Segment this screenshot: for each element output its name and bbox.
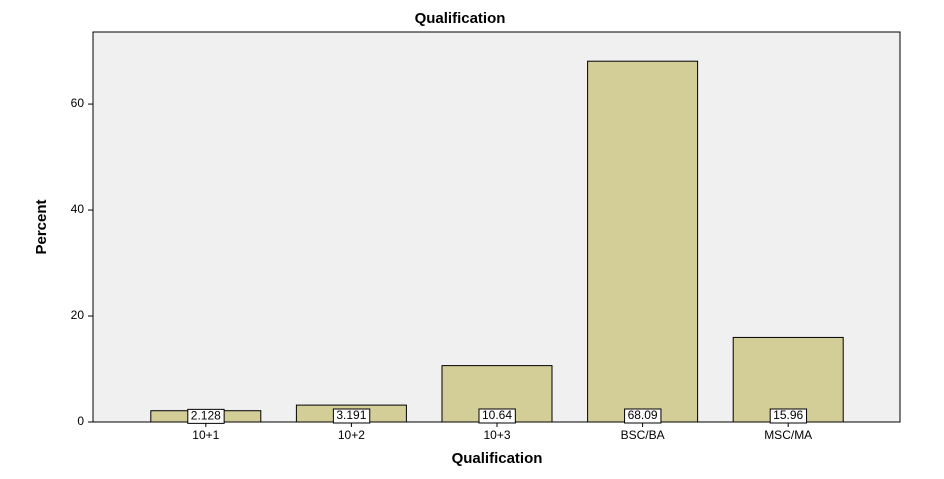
x-tick-label: 10+3	[483, 428, 510, 442]
x-tick-label: BSC/BA	[621, 428, 665, 442]
x-tick-label: 10+1	[192, 428, 219, 442]
y-tick-label: 60	[71, 96, 85, 110]
data-label: 2.128	[191, 409, 221, 423]
y-tick-label: 0	[77, 414, 84, 428]
bar	[587, 60, 699, 423]
y-tick-label: 20	[71, 308, 85, 322]
chart-title: Qualification	[415, 10, 506, 27]
data-label: 10.64	[482, 408, 512, 422]
data-label-box	[624, 408, 662, 424]
data-label-box	[187, 408, 225, 424]
x-axis-title: Qualification	[452, 450, 543, 467]
bar	[732, 336, 844, 423]
data-label-box	[332, 408, 371, 424]
x-tick-label: MSC/MA	[764, 428, 812, 442]
x-tick-label: 10+2	[338, 428, 365, 442]
data-label-box	[769, 408, 808, 424]
data-label: 3.191	[336, 408, 366, 422]
data-label-box	[478, 408, 516, 424]
y-axis-title: Percent	[33, 199, 50, 254]
data-label: 68.09	[628, 408, 658, 422]
data-label: 15.96	[773, 408, 803, 422]
y-tick-label: 40	[71, 202, 85, 216]
